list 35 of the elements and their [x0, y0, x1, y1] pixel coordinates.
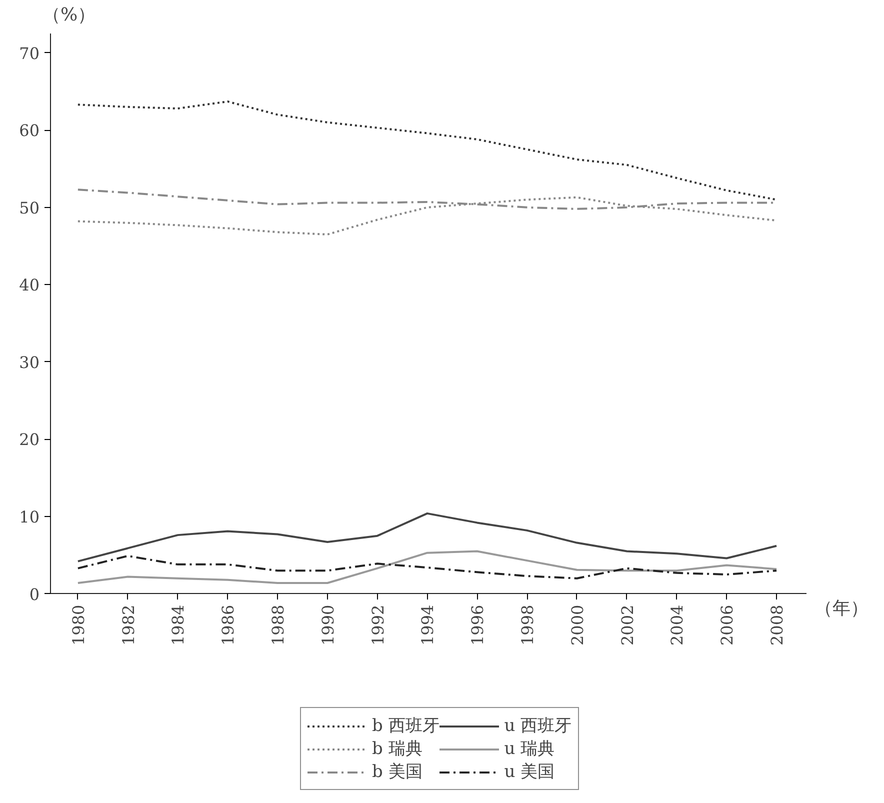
line-series — [76, 554, 778, 580]
x-axis-title: （年） — [814, 598, 868, 619]
legend-label: b 美国 — [372, 761, 422, 783]
y-tick-label: 10 — [19, 508, 40, 527]
line-series — [76, 512, 778, 562]
x-tick-label: 2002 — [618, 604, 637, 646]
x-tick-label: 1990 — [318, 604, 338, 646]
x-tick-label: 1996 — [468, 604, 488, 646]
x-tick-label: 2008 — [768, 604, 787, 646]
x-tick-label: 1988 — [268, 604, 288, 646]
x-tick-label: 1980 — [68, 604, 88, 646]
x-tick-label: 2004 — [668, 604, 687, 646]
y-tick-label: 60 — [19, 121, 40, 140]
x-tick-label: 1982 — [118, 604, 138, 646]
y-tick-label: 30 — [19, 352, 40, 372]
y-tick-label: 20 — [19, 430, 40, 450]
legend-label: u 瑞典 — [504, 738, 555, 760]
line-series — [76, 100, 778, 201]
x-tick-label: 2006 — [718, 604, 737, 646]
legend-label: b 瑞典 — [372, 738, 422, 760]
x-tick-label: 1984 — [168, 604, 188, 646]
legend-label: u 西班牙 — [504, 715, 572, 737]
legend-label: b 西班牙 — [372, 715, 440, 737]
x-tick-label: 2000 — [568, 604, 587, 646]
x-tick-label: 1986 — [218, 604, 238, 646]
x-tick-label: 1998 — [518, 604, 538, 646]
y-tick-label: 0 — [29, 584, 40, 604]
x-tick-label: 1992 — [368, 604, 388, 646]
legend-label: u 美国 — [504, 761, 555, 783]
y-axis-title: （%） — [42, 4, 96, 26]
x-tick-label: 1994 — [418, 604, 438, 646]
y-tick-label: 70 — [19, 44, 40, 63]
line-series — [76, 550, 778, 584]
y-tick-label: 40 — [19, 276, 40, 295]
y-tick-label: 50 — [19, 198, 40, 218]
